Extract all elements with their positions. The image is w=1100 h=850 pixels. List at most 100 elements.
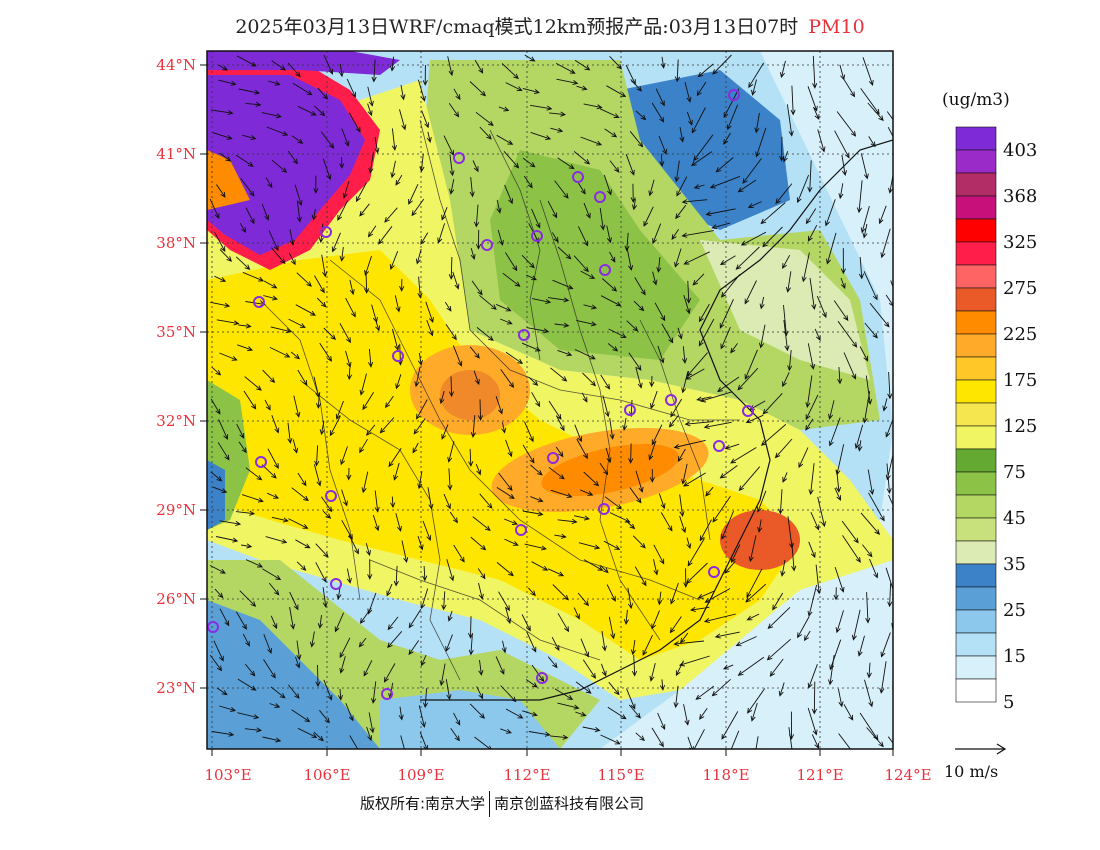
wind-arrow-icon bbox=[835, 610, 844, 634]
wind-arrow-icon bbox=[448, 102, 460, 118]
legend-level-label: 225 bbox=[1003, 324, 1037, 345]
wind-arrow-icon bbox=[401, 540, 409, 563]
wind-arrow-icon bbox=[758, 324, 766, 349]
wind-arrow-icon bbox=[379, 417, 395, 434]
wind-arrow-icon bbox=[331, 232, 341, 253]
wind-arrow-icon bbox=[555, 415, 565, 432]
wind-arrow-icon bbox=[245, 207, 255, 225]
wind-arrow-icon bbox=[767, 606, 791, 630]
wind-arrow-icon bbox=[378, 226, 393, 245]
wind-arrow-icon bbox=[775, 183, 793, 205]
wind-arrow-icon bbox=[658, 135, 668, 155]
wind-arrow-icon bbox=[746, 568, 763, 599]
wind-arrow-icon bbox=[679, 127, 685, 143]
wind-arrow-icon bbox=[412, 442, 419, 454]
wind-arrow-icon bbox=[216, 184, 226, 198]
wind-arrow-icon bbox=[427, 487, 434, 510]
wind-arrow-icon bbox=[319, 420, 325, 436]
wind-arrow-icon bbox=[288, 252, 296, 266]
wind-arrow-icon bbox=[263, 659, 276, 679]
wind-arrow-icon bbox=[497, 229, 504, 246]
wind-arrow-icon bbox=[604, 128, 618, 138]
wind-arrow-icon bbox=[648, 179, 655, 197]
wind-arrow-icon bbox=[239, 222, 247, 233]
wind-arrow-icon bbox=[219, 352, 238, 361]
lat-label: 41°N bbox=[156, 145, 196, 163]
wind-arrow-icon bbox=[530, 104, 553, 111]
wind-arrow-icon bbox=[574, 424, 583, 443]
wind-arrow-icon bbox=[557, 702, 580, 710]
legend-swatch bbox=[955, 195, 997, 220]
legend-units: (ug/m3) bbox=[942, 90, 1010, 110]
wind-arrow-icon bbox=[408, 640, 420, 656]
wind-arrow-icon bbox=[210, 301, 231, 308]
wind-arrow-icon bbox=[269, 703, 281, 708]
wind-arrow-icon bbox=[384, 207, 398, 223]
legend-swatch bbox=[955, 218, 997, 243]
city-marker bbox=[518, 329, 530, 341]
wind-arrow-icon bbox=[554, 533, 567, 539]
wind-arrow-icon bbox=[755, 127, 767, 158]
wind-arrow-icon bbox=[238, 88, 261, 95]
wind-arrow-icon bbox=[394, 295, 401, 313]
wind-arrow-icon bbox=[291, 135, 304, 144]
wind-arrow-icon bbox=[606, 584, 616, 602]
wind-reference-label: 10 m/s bbox=[944, 762, 999, 781]
wind-arrow-icon bbox=[837, 320, 858, 348]
wind-arrow-icon bbox=[807, 584, 818, 617]
wind-arrow-icon bbox=[313, 175, 319, 194]
wind-arrow-icon bbox=[313, 464, 322, 487]
wind-arrow-icon bbox=[554, 180, 569, 199]
wind-arrow-icon bbox=[474, 736, 492, 749]
wind-arrow-icon bbox=[368, 151, 375, 174]
wind-arrow-icon bbox=[547, 656, 558, 669]
wind-arrow-icon bbox=[295, 656, 301, 669]
wind-arrow-icon bbox=[654, 302, 666, 322]
wind-arrow-icon bbox=[531, 208, 541, 229]
wind-arrow-icon bbox=[691, 729, 705, 749]
wind-arrow-icon bbox=[408, 184, 419, 205]
wind-arrow-icon bbox=[635, 366, 643, 389]
wind-arrow-icon bbox=[814, 328, 821, 342]
wind-arrow-icon bbox=[780, 559, 786, 577]
wind-arrow-icon bbox=[626, 688, 636, 710]
wind-arrow-icon bbox=[737, 656, 765, 676]
wind-arrow-icon bbox=[386, 583, 393, 597]
wind-arrow-icon bbox=[236, 55, 257, 67]
wind-arrow-icon bbox=[862, 544, 873, 558]
wind-arrow-icon bbox=[237, 344, 254, 352]
wind-arrow-icon bbox=[315, 664, 321, 688]
wind-arrow-icon bbox=[387, 631, 403, 649]
wind-arrow-icon bbox=[862, 223, 868, 239]
wind-arrow-icon bbox=[812, 55, 818, 89]
wind-arrow-icon bbox=[606, 225, 612, 244]
wind-arrow-icon bbox=[339, 656, 346, 674]
wind-arrow-icon bbox=[417, 471, 423, 490]
wind-arrow-icon bbox=[296, 200, 302, 223]
wind-arrow-icon bbox=[263, 280, 278, 289]
wind-arrow-icon bbox=[319, 710, 330, 724]
wind-arrow-icon bbox=[356, 182, 367, 203]
wind-arrow-icon bbox=[738, 466, 761, 492]
wind-arrow-icon bbox=[659, 153, 665, 167]
wind-arrow-icon bbox=[297, 369, 308, 387]
wind-arrow-icon bbox=[214, 275, 227, 282]
wind-arrow-icon bbox=[817, 496, 827, 528]
wind-arrow-icon bbox=[698, 303, 710, 323]
wind-arrow-icon bbox=[366, 424, 376, 436]
wind-arrow-icon bbox=[469, 346, 480, 359]
legend-swatch bbox=[955, 517, 997, 542]
wind-arrow-icon bbox=[341, 519, 353, 540]
wind-arrow-icon bbox=[291, 709, 311, 723]
wind-arrow-icon bbox=[608, 328, 627, 338]
wind-arrow-icon bbox=[294, 184, 303, 206]
wind-arrow-icon bbox=[737, 367, 759, 391]
wind-arrow-icon bbox=[446, 559, 455, 582]
wind-arrow-icon bbox=[859, 712, 879, 741]
legend-swatch bbox=[955, 632, 997, 657]
wind-arrow-icon bbox=[676, 176, 688, 197]
wind-arrow-icon bbox=[685, 368, 705, 380]
color-legend: 403 368 325 275 225 175 125 75 45 35 25 15 5 bbox=[955, 126, 1037, 713]
wind-arrow-icon bbox=[573, 607, 580, 620]
